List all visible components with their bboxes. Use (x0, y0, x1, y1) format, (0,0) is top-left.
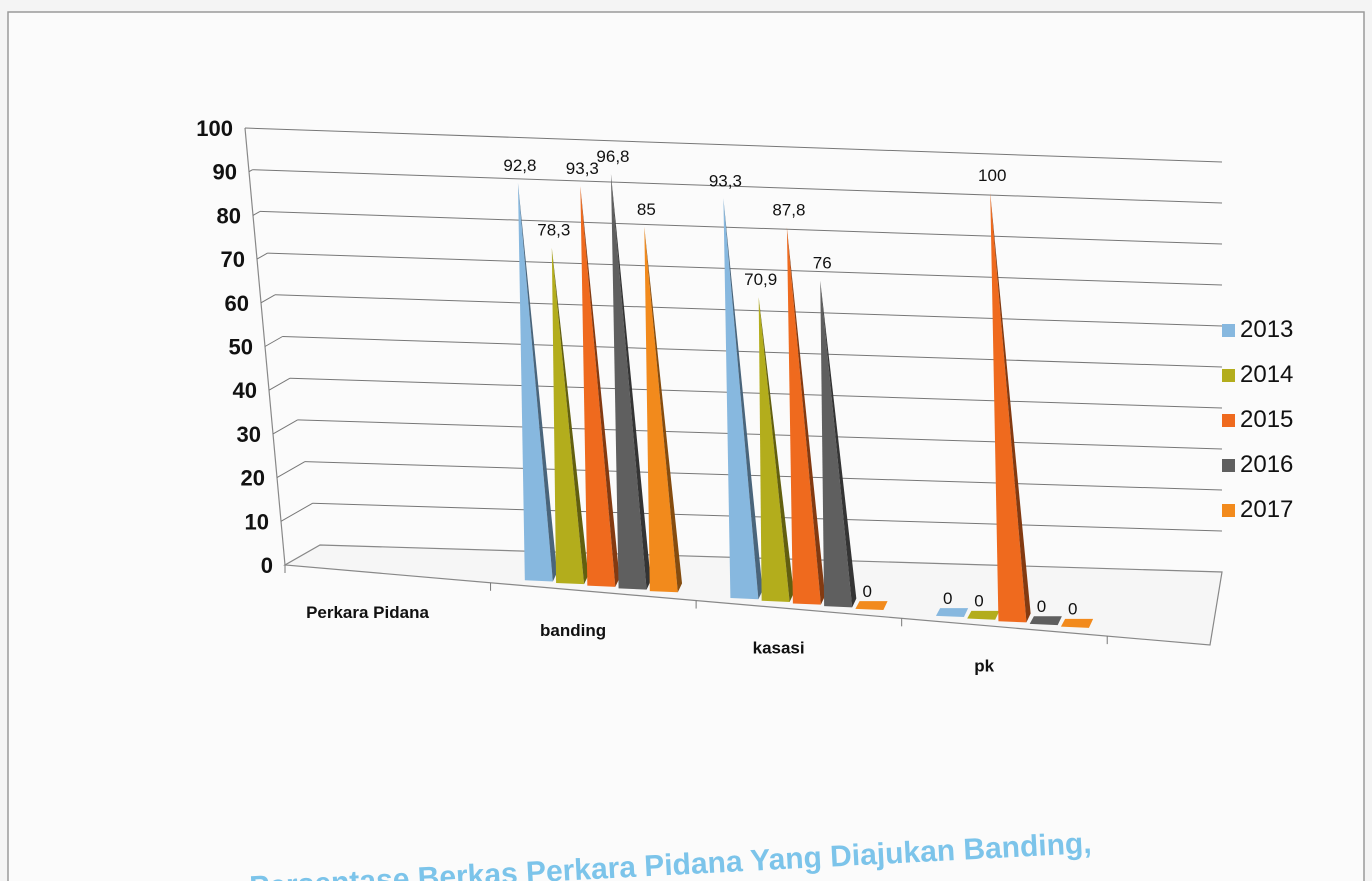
data-label: 100 (978, 166, 1006, 185)
gridline (297, 419, 1223, 450)
data-label: 0 (1068, 600, 1077, 619)
bar-flat (935, 608, 969, 618)
data-label: 93,3 (566, 159, 599, 178)
gridline (259, 210, 1223, 245)
y-tick-label: 60 (225, 291, 249, 316)
data-label: 96,8 (596, 147, 629, 166)
legend-label: 2013 (1240, 316, 1293, 343)
data-label: 0 (974, 592, 983, 611)
legend-swatch (1222, 324, 1235, 337)
data-label: 76 (813, 254, 832, 273)
bar-side (551, 247, 589, 585)
gridline-side (276, 461, 306, 479)
gridline-side (252, 210, 261, 216)
data-label: 85 (637, 200, 656, 219)
y-tick-label: 10 (245, 509, 269, 534)
category-label: kasasi (753, 639, 805, 658)
gridline-side (248, 169, 253, 173)
bar-side (610, 173, 651, 590)
bar-front (551, 247, 585, 585)
data-label: 70,9 (744, 270, 777, 289)
y-tick-label: 100 (196, 116, 233, 141)
data-label: 93,3 (709, 171, 742, 190)
bar-front (990, 192, 1027, 623)
bar-front (786, 227, 821, 605)
bar-flat (967, 610, 1000, 620)
bar-side (786, 227, 826, 605)
bar-side (820, 280, 857, 608)
legend-label: 2014 (1240, 361, 1293, 388)
data-label: 0 (862, 582, 871, 601)
bar-front (610, 173, 647, 590)
data-label: 78,3 (537, 221, 570, 240)
y-tick-label: 70 (221, 247, 245, 272)
category-label: banding (540, 621, 606, 640)
bar-front (580, 186, 616, 587)
y-tick-label: 80 (217, 203, 241, 228)
gridline-side (272, 419, 298, 435)
bar-side (758, 297, 794, 602)
bar-side (644, 227, 683, 593)
data-label: 0 (943, 589, 952, 608)
y-tick-label: 40 (233, 378, 257, 403)
legend-swatch (1222, 504, 1235, 517)
legend-label: 2015 (1240, 406, 1293, 433)
data-label: 92,8 (503, 156, 536, 175)
gridline (274, 294, 1223, 327)
bar-front (517, 182, 553, 582)
y-tick-label: 20 (241, 466, 265, 491)
bar-flat (855, 601, 888, 611)
legend: 2013 2014 2015 2016 2017 (1222, 316, 1293, 523)
bar-side (517, 182, 558, 582)
y-tick-label: 50 (229, 335, 253, 360)
gridline (244, 127, 1223, 163)
gridlines (244, 127, 1223, 532)
y-tick-label: 90 (213, 160, 237, 185)
y-tick-label: 0 (261, 553, 273, 578)
category-label: pk (974, 656, 994, 675)
legend-swatch (1222, 414, 1235, 427)
bars (517, 173, 1094, 628)
gridline (282, 336, 1223, 368)
bar-front (723, 198, 759, 600)
bar-flat (1060, 618, 1094, 628)
legend-label: 2016 (1240, 451, 1293, 478)
bar-side (580, 186, 620, 587)
data-label: 87,8 (772, 200, 805, 219)
legend-swatch (1222, 369, 1235, 382)
gridline-side (264, 336, 283, 347)
bar-flat (1029, 616, 1062, 626)
chart-frame (7, 11, 1365, 881)
gridline (267, 252, 1223, 286)
category-labels: Perkara Pidana banding kasasi pk (284, 565, 1108, 675)
gridline (289, 377, 1223, 409)
y-tick-label: 30 (237, 422, 261, 447)
category-label: Perkara Pidana (306, 603, 429, 622)
legend-label: 2017 (1240, 496, 1293, 523)
legend-swatch (1222, 459, 1235, 472)
gridline-side (268, 377, 291, 391)
y-axis-ticks: 0 10 20 30 40 50 60 70 80 90 100 (196, 116, 273, 578)
gridline-side (256, 252, 268, 260)
gridline-side (260, 294, 276, 304)
gridline (252, 169, 1223, 204)
gridline-side (280, 502, 313, 522)
data-label: 0 (1037, 597, 1046, 616)
bar-side (990, 192, 1031, 623)
bar-side (723, 198, 763, 600)
